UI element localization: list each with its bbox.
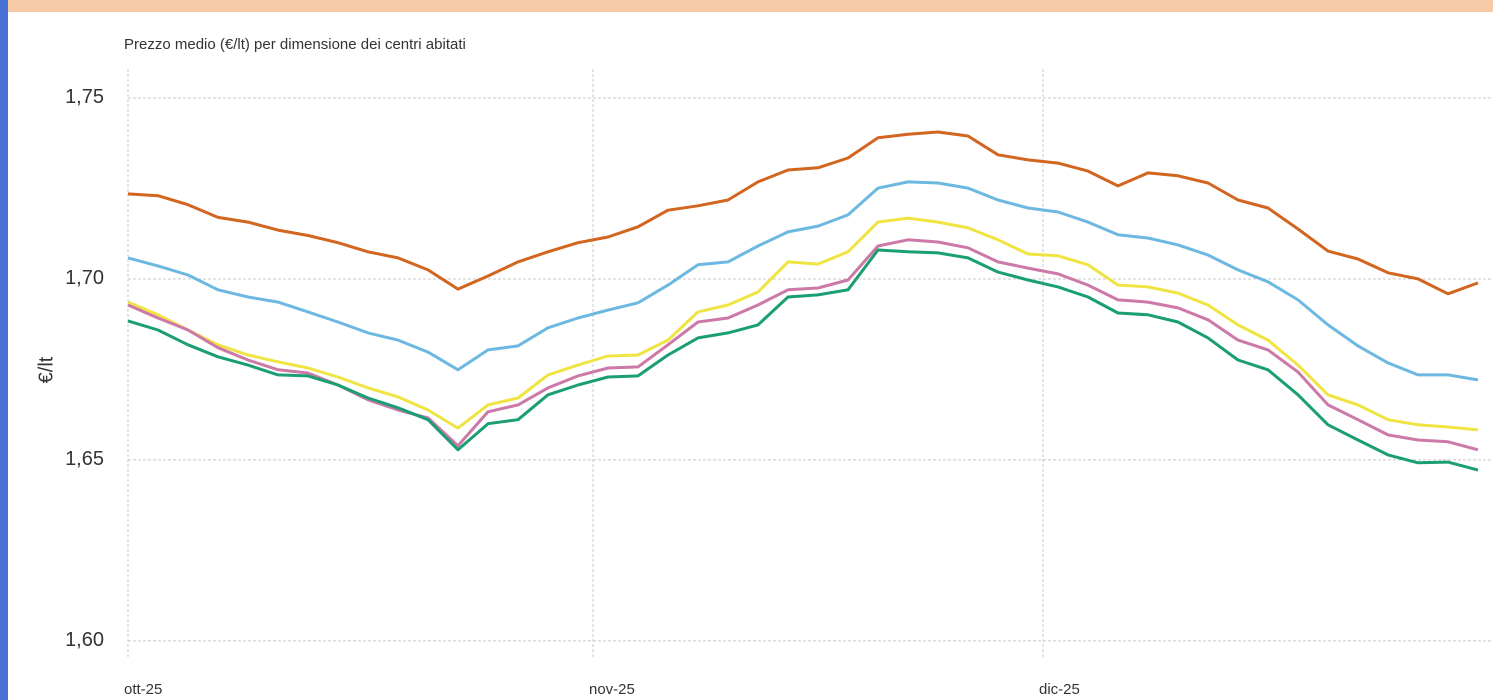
y-axis-label: €/lt <box>35 356 57 383</box>
series-line <box>127 130 1479 296</box>
x-tick-label: nov-25 <box>589 681 635 698</box>
y-tick-label: 1,65 <box>65 448 104 470</box>
x-tick-label: ott-25 <box>124 681 162 698</box>
top-band <box>0 0 1493 12</box>
y-tick-label: 1,70 <box>65 267 104 289</box>
series-line <box>127 180 1479 382</box>
x-tick-label: dic-25 <box>1039 681 1080 698</box>
series-line <box>127 216 1479 432</box>
chart-title: Prezzo medio (€/lt) per dimensione dei c… <box>124 36 466 53</box>
series-line <box>127 248 1479 472</box>
y-tick-label: 1,75 <box>65 86 104 108</box>
left-band <box>0 0 8 700</box>
y-tick-label: 1,60 <box>65 629 104 651</box>
